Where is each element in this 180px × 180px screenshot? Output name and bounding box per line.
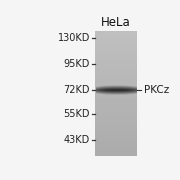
Text: 95KD: 95KD bbox=[64, 59, 90, 69]
Text: 43KD: 43KD bbox=[64, 135, 90, 145]
Text: 130KD: 130KD bbox=[58, 33, 90, 42]
Text: 72KD: 72KD bbox=[64, 85, 90, 95]
Text: PKCz: PKCz bbox=[144, 85, 169, 95]
Text: 55KD: 55KD bbox=[64, 109, 90, 119]
Text: HeLa: HeLa bbox=[101, 15, 131, 28]
